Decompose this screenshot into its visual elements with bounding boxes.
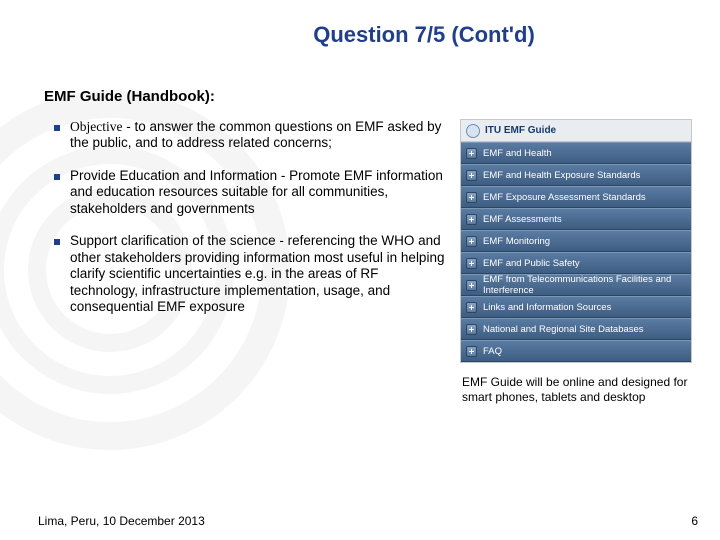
bullet-lead: Support clarification of the science - bbox=[70, 233, 284, 248]
panel-caption: EMF Guide will be online and designed fo… bbox=[460, 375, 692, 405]
expand-icon bbox=[466, 346, 477, 357]
panel-item-label: EMF from Telecommunications Facilities a… bbox=[483, 274, 686, 296]
expand-icon bbox=[466, 192, 477, 203]
panel-item[interactable]: EMF and Health bbox=[461, 142, 691, 164]
expand-icon bbox=[466, 148, 477, 159]
panel-item-label: EMF and Public Safety bbox=[483, 258, 580, 269]
bullet-item: Objective - to answer the common questio… bbox=[54, 119, 450, 152]
bullet-marker bbox=[54, 125, 60, 131]
panel-item[interactable]: FAQ bbox=[461, 340, 691, 362]
bullet-marker bbox=[54, 239, 60, 245]
expand-icon bbox=[466, 302, 477, 313]
slide-subtitle: EMF Guide (Handbook): bbox=[44, 88, 692, 105]
panel-item[interactable]: EMF from Telecommunications Facilities a… bbox=[461, 274, 691, 296]
expand-icon bbox=[466, 170, 477, 181]
bullet-text: Support clarification of the science - r… bbox=[70, 233, 450, 315]
itu-logo-icon bbox=[466, 124, 480, 138]
panel-item-label: EMF Monitoring bbox=[483, 236, 550, 247]
bullet-text: Provide Education and Information - Prom… bbox=[70, 168, 450, 217]
panel-item-label: EMF Assessments bbox=[483, 214, 562, 225]
panel-item-label: EMF and Health Exposure Standards bbox=[483, 170, 640, 181]
expand-icon bbox=[466, 214, 477, 225]
panel-title: ITU EMF Guide bbox=[485, 125, 556, 136]
expand-icon bbox=[466, 324, 477, 335]
panel-item[interactable]: EMF Monitoring bbox=[461, 230, 691, 252]
panel-item-label: EMF and Health bbox=[483, 148, 552, 159]
content-row: Objective - to answer the common questio… bbox=[36, 119, 692, 405]
bullet-list: Objective - to answer the common questio… bbox=[54, 119, 450, 405]
panel-item[interactable]: EMF and Health Exposure Standards bbox=[461, 164, 691, 186]
panel-item[interactable]: EMF Exposure Assessment Standards bbox=[461, 186, 691, 208]
right-column: ITU EMF Guide EMF and Health EMF and Hea… bbox=[460, 119, 692, 405]
expand-icon bbox=[466, 258, 477, 269]
panel-item[interactable]: EMF and Public Safety bbox=[461, 252, 691, 274]
page-number: 6 bbox=[691, 514, 698, 528]
slide-title: Question 7/5 (Cont'd) bbox=[156, 22, 692, 48]
bullet-body: - to answer the common questions on EMF … bbox=[70, 119, 441, 150]
expand-icon bbox=[466, 280, 477, 291]
footer-text: Lima, Peru, 10 December 2013 bbox=[38, 514, 205, 528]
panel-item-label: Links and Information Sources bbox=[483, 302, 611, 313]
emf-guide-panel: ITU EMF Guide EMF and Health EMF and Hea… bbox=[460, 119, 692, 363]
panel-header: ITU EMF Guide bbox=[461, 120, 691, 142]
panel-item-label: National and Regional Site Databases bbox=[483, 324, 644, 335]
bullet-item: Support clarification of the science - r… bbox=[54, 233, 450, 315]
panel-item-label: EMF Exposure Assessment Standards bbox=[483, 192, 646, 203]
panel-item-label: FAQ bbox=[483, 346, 502, 357]
expand-icon bbox=[466, 236, 477, 247]
slide: Question 7/5 (Cont'd) EMF Guide (Handboo… bbox=[0, 0, 720, 540]
panel-item[interactable]: National and Regional Site Databases bbox=[461, 318, 691, 340]
bullet-text: Objective - to answer the common questio… bbox=[70, 119, 450, 152]
bullet-lead: Provide Education and Information - bbox=[70, 168, 285, 183]
bullet-item: Provide Education and Information - Prom… bbox=[54, 168, 450, 217]
panel-item[interactable]: EMF Assessments bbox=[461, 208, 691, 230]
panel-item[interactable]: Links and Information Sources bbox=[461, 296, 691, 318]
bullet-lead: Objective bbox=[70, 119, 122, 134]
bullet-marker bbox=[54, 174, 60, 180]
